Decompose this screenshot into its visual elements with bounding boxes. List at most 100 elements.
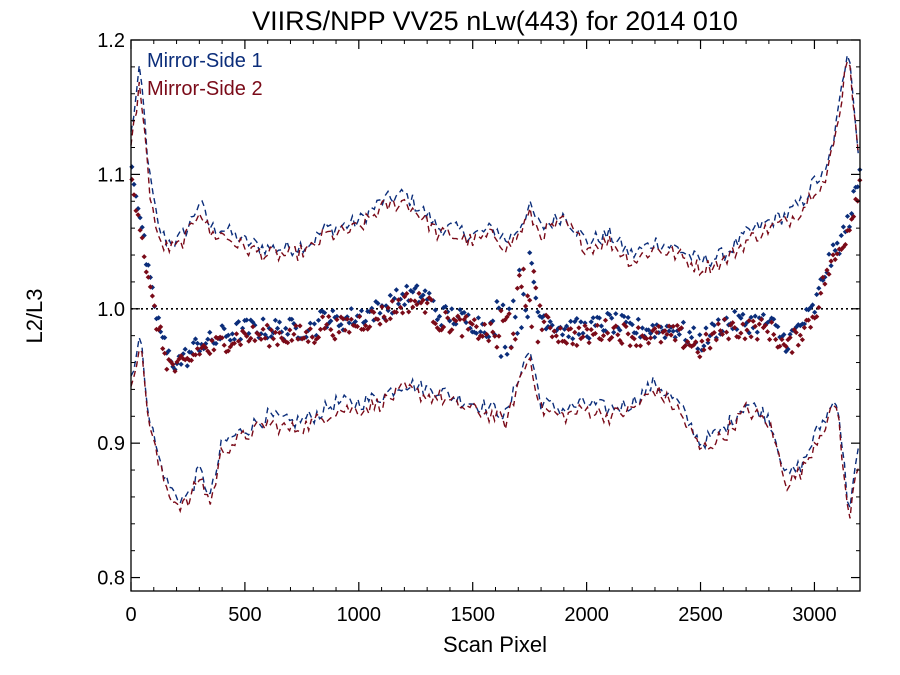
series-2-point <box>508 345 514 351</box>
series-2-point <box>641 335 648 341</box>
series-1-point <box>808 304 814 311</box>
series-2-point <box>133 208 139 214</box>
series-1-point <box>498 353 504 360</box>
series-2-point <box>471 317 477 323</box>
series-1-point <box>307 320 313 326</box>
series-1-point <box>352 319 358 325</box>
series-1-point <box>373 299 379 305</box>
series-2-point <box>516 272 522 278</box>
series-2-point <box>662 328 668 334</box>
series-2-point <box>145 274 151 280</box>
series-2-point <box>246 338 252 344</box>
series-1-point <box>574 316 580 322</box>
series-2-point <box>637 343 643 349</box>
series-2-point <box>769 319 775 325</box>
series-2-point <box>402 294 408 300</box>
series-2-point <box>816 304 822 311</box>
series-1-point <box>689 334 695 341</box>
series-2-point <box>354 323 360 330</box>
series-2-point <box>767 336 773 343</box>
series-1-point <box>199 341 205 347</box>
series-1-point <box>566 334 572 340</box>
series-2-point <box>613 323 619 329</box>
series-1-point <box>637 334 643 340</box>
series-2-point <box>851 214 857 220</box>
series-2-point <box>240 328 246 334</box>
series-2-point <box>379 304 385 310</box>
series-2-point <box>615 332 621 338</box>
series-2-point <box>773 336 779 343</box>
series-2-point <box>276 330 283 336</box>
series-1-point <box>338 322 344 328</box>
series-2-point <box>172 368 178 374</box>
series-2-point <box>568 326 574 332</box>
x-tick-label: 2500 <box>678 604 723 626</box>
series-2-point <box>668 332 674 338</box>
series-1-point <box>748 314 754 320</box>
series-2-point <box>498 308 504 314</box>
series-2-point <box>320 314 326 320</box>
series-1-point <box>471 329 477 335</box>
series-1-point <box>184 363 190 369</box>
series-1-point <box>621 313 627 320</box>
series-2-point <box>213 334 219 340</box>
series-2-point <box>539 327 545 333</box>
series-2-point <box>473 324 479 330</box>
series-2-point <box>664 331 670 337</box>
series-2-point <box>235 338 242 344</box>
series-2-point <box>297 323 303 329</box>
series-1-point <box>523 307 529 313</box>
series-1-point <box>654 322 660 328</box>
series-1-point <box>701 343 707 349</box>
series-2-point <box>789 349 795 356</box>
series-2-point <box>361 326 367 332</box>
series-2-point <box>760 325 766 331</box>
series-1-point <box>810 302 816 308</box>
series-2-point <box>348 316 354 322</box>
series-2-point <box>412 298 418 304</box>
series-1-point <box>320 308 326 314</box>
x-tick-label: 500 <box>228 604 261 626</box>
series-2-point <box>492 333 498 339</box>
series-1-point <box>443 303 449 310</box>
series-1-point <box>615 324 621 330</box>
chart-title: VIIRS/NPP VV25 nLw(443) for 2014 010 <box>252 6 738 36</box>
series-2-point <box>330 332 336 339</box>
series-1-point <box>383 303 389 309</box>
series-2-point <box>654 329 660 336</box>
series-2-point <box>250 324 256 330</box>
series-1-point <box>389 310 395 316</box>
series-1-point <box>285 331 291 337</box>
series-2-point <box>143 269 149 275</box>
series-2-point <box>693 339 699 345</box>
series-2-point <box>529 324 535 330</box>
series-1-point <box>205 336 211 342</box>
series-2-point <box>670 323 676 329</box>
series-1-point <box>432 307 438 313</box>
series-2-point <box>832 256 838 263</box>
series-1-point <box>826 251 832 257</box>
series-1-point <box>268 334 274 340</box>
series-1-point <box>289 316 295 322</box>
series-1-point <box>627 320 633 326</box>
series-1-point <box>648 330 654 336</box>
series-2-point <box>586 340 592 346</box>
series-2-point <box>158 324 164 330</box>
series-2-point <box>336 329 342 335</box>
series-1-point <box>240 325 246 331</box>
series-1-point <box>410 289 416 295</box>
x-tick-label: 0 <box>125 604 136 626</box>
series-2-point <box>315 334 322 340</box>
series-1-point <box>244 317 250 323</box>
series-2-point <box>750 318 756 324</box>
series-2-point <box>168 359 174 365</box>
series-1-point <box>420 292 426 298</box>
series-2-point <box>469 321 475 327</box>
series-2-lower-bound <box>130 348 859 519</box>
series-2-point <box>389 298 395 304</box>
series-2-point <box>678 325 684 331</box>
series-1-point <box>582 320 588 326</box>
series-2-point <box>397 304 404 310</box>
series-2-point <box>465 326 471 332</box>
